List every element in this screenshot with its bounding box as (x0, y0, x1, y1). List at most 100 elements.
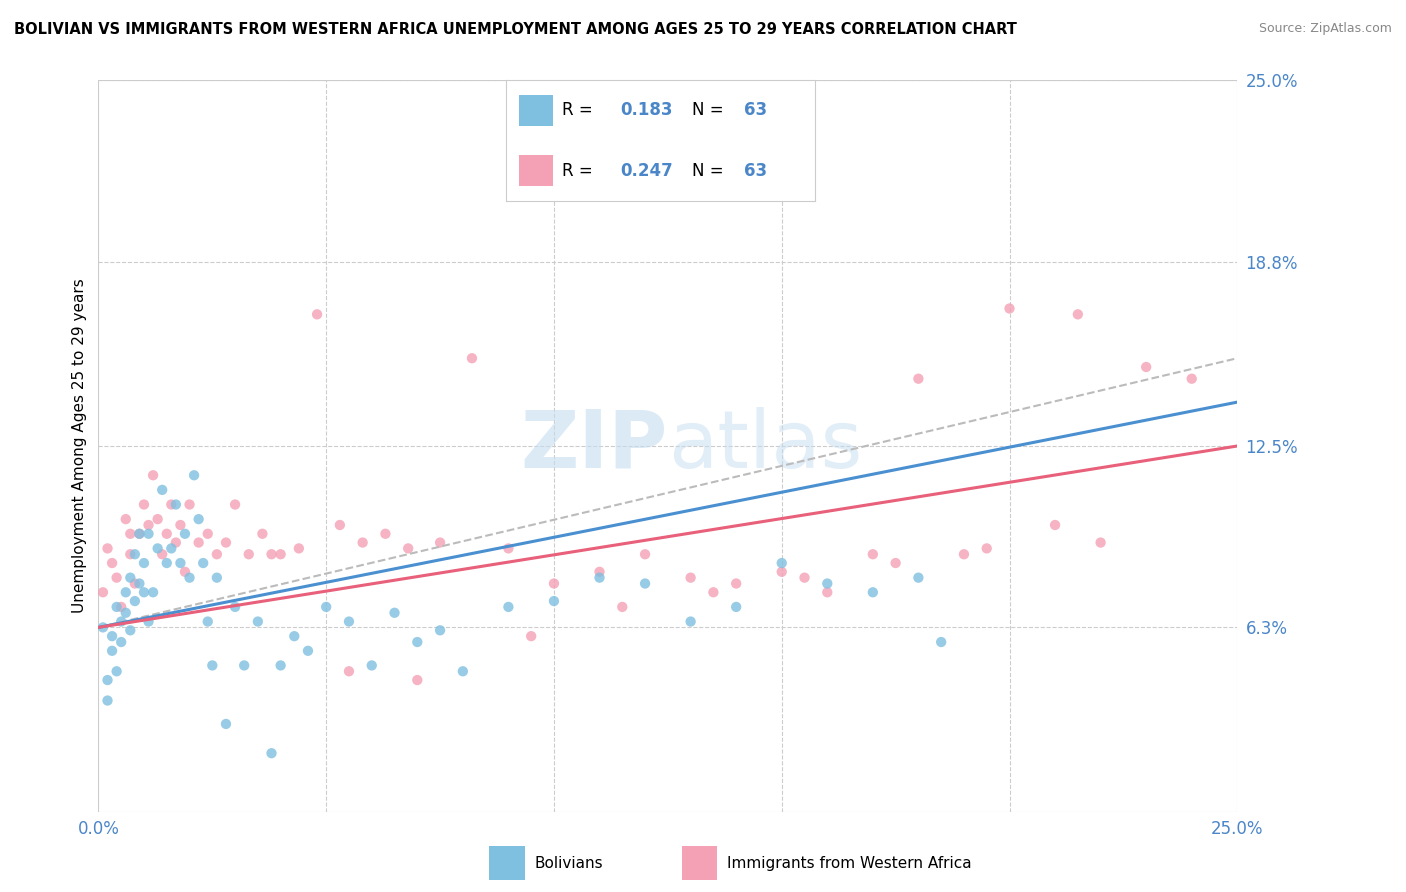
Point (156, 556, 179, 570)
Point (260, 547, 283, 561)
Point (165, 498, 187, 512)
Point (770, 565, 793, 579)
Point (132, 498, 155, 512)
Point (197, 526, 219, 541)
Point (793, 155, 815, 169)
Point (101, 556, 124, 570)
Point (588, 571, 610, 585)
Point (150, 483, 173, 497)
Point (156, 526, 179, 541)
Point (770, 556, 793, 570)
Point (1090, 535, 1112, 549)
Text: 63: 63 (744, 102, 768, 120)
Point (174, 565, 197, 579)
Point (634, 576, 657, 591)
Point (429, 535, 451, 549)
Point (120, 624, 142, 638)
Point (252, 526, 274, 541)
Point (520, 629, 543, 643)
Y-axis label: Unemployment Among Ages 25 to 29 years: Unemployment Among Ages 25 to 29 years (72, 278, 87, 614)
Point (396, 541, 419, 556)
FancyBboxPatch shape (519, 95, 553, 126)
Point (246, 615, 269, 629)
Point (360, 658, 382, 673)
Point (110, 599, 132, 614)
Point (138, 518, 160, 533)
Text: Immigrants from Western Africa: Immigrants from Western Africa (727, 855, 972, 871)
Point (124, 547, 146, 561)
Point (91, 620, 114, 634)
Point (150, 547, 173, 561)
Point (374, 526, 396, 541)
Point (197, 615, 219, 629)
Point (179, 571, 201, 585)
Point (146, 512, 169, 526)
FancyBboxPatch shape (489, 846, 524, 880)
Point (725, 576, 748, 591)
Point (138, 526, 160, 541)
Point (929, 635, 952, 649)
Point (1135, 359, 1157, 374)
Point (205, 571, 228, 585)
Point (461, 351, 484, 366)
Point (288, 541, 311, 556)
Point (120, 571, 142, 585)
Point (634, 547, 657, 561)
Point (725, 599, 748, 614)
Point (105, 571, 128, 585)
Point (105, 665, 128, 679)
Point (543, 576, 565, 591)
Text: R =: R = (562, 161, 598, 179)
Point (1067, 307, 1090, 321)
Point (193, 556, 215, 570)
Point (138, 615, 160, 629)
Point (146, 541, 169, 556)
Point (110, 635, 132, 649)
Point (96, 673, 118, 687)
Point (1043, 518, 1066, 533)
Point (120, 526, 142, 541)
Point (793, 571, 815, 585)
Text: atlas: atlas (668, 407, 862, 485)
Point (238, 547, 260, 561)
Point (907, 571, 929, 585)
Text: 0.247: 0.247 (620, 161, 673, 179)
Point (270, 658, 292, 673)
Point (815, 576, 838, 591)
Text: R =: R = (562, 102, 598, 120)
Point (114, 606, 136, 620)
Point (224, 498, 246, 512)
Point (1181, 372, 1204, 386)
Point (815, 585, 838, 599)
Point (588, 565, 610, 579)
Point (702, 585, 724, 599)
Point (120, 547, 142, 561)
Point (187, 535, 209, 549)
Point (142, 585, 165, 599)
Point (352, 535, 374, 549)
Text: BOLIVIAN VS IMMIGRANTS FROM WESTERN AFRICA UNEMPLOYMENT AMONG AGES 25 TO 29 YEAR: BOLIVIAN VS IMMIGRANTS FROM WESTERN AFRI… (14, 22, 1017, 37)
Point (498, 599, 520, 614)
Point (96, 693, 118, 707)
Point (110, 615, 132, 629)
Point (174, 526, 197, 541)
Point (862, 547, 884, 561)
Point (429, 624, 451, 638)
Point (124, 576, 146, 591)
Point (612, 599, 634, 614)
Point (384, 606, 406, 620)
Point (406, 673, 429, 687)
Point (233, 658, 256, 673)
Point (201, 658, 224, 673)
Text: 0.183: 0.183 (620, 102, 673, 120)
Point (105, 599, 128, 614)
Point (451, 665, 474, 679)
Point (215, 535, 238, 549)
Point (128, 526, 150, 541)
Point (543, 594, 565, 608)
Point (498, 541, 520, 556)
Point (101, 644, 124, 658)
Point (329, 518, 352, 533)
Point (307, 307, 329, 321)
Text: Bolivians: Bolivians (534, 855, 603, 871)
